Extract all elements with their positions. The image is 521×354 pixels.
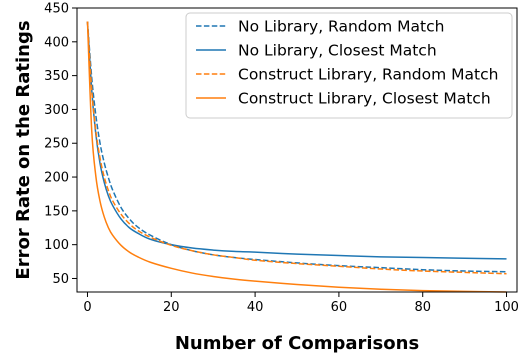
y-tick-label: 250 bbox=[44, 137, 69, 152]
series-line-3 bbox=[86, 21, 507, 275]
legend-label: No Library, Closest Match bbox=[238, 42, 437, 60]
y-tick-label: 200 bbox=[44, 171, 69, 186]
legend: No Library, Random Match No Library, Clos… bbox=[185, 12, 513, 119]
legend-label: No Library, Random Match bbox=[238, 18, 444, 36]
x-tick-label: 0 bbox=[83, 300, 91, 315]
x-axis-title: Number of Comparisons bbox=[175, 333, 419, 354]
series-line-2 bbox=[86, 21, 507, 260]
y-tick-label: 350 bbox=[44, 69, 69, 84]
x-tick-label: 20 bbox=[163, 300, 180, 315]
y-tick-label: 400 bbox=[44, 35, 69, 50]
y-axis-title: Error Rate on the Ratings bbox=[13, 20, 34, 279]
x-axis: 0 20 40 60 80 100 bbox=[83, 292, 519, 315]
plot-lines bbox=[86, 21, 507, 293]
x-tick-label: 80 bbox=[414, 300, 431, 315]
y-tick-label: 100 bbox=[44, 238, 69, 253]
y-axis: 50 100 150 200 250 300 350 400 450 bbox=[44, 2, 77, 287]
x-tick-label: 100 bbox=[494, 300, 519, 315]
plot-frame bbox=[76, 7, 518, 293]
y-tick-label: 450 bbox=[44, 2, 69, 17]
y-tick-label: 50 bbox=[52, 272, 69, 287]
series-line-1 bbox=[86, 21, 507, 273]
x-tick-label: 60 bbox=[331, 300, 348, 315]
series-line-4 bbox=[86, 21, 507, 293]
x-tick-label: 40 bbox=[247, 300, 264, 315]
legend-label: Construct Library, Random Match bbox=[238, 66, 498, 84]
legend-box bbox=[185, 12, 513, 119]
y-tick-label: 150 bbox=[44, 204, 69, 219]
y-tick-label: 300 bbox=[44, 103, 69, 118]
legend-label: Construct Library, Closest Match bbox=[238, 90, 491, 108]
